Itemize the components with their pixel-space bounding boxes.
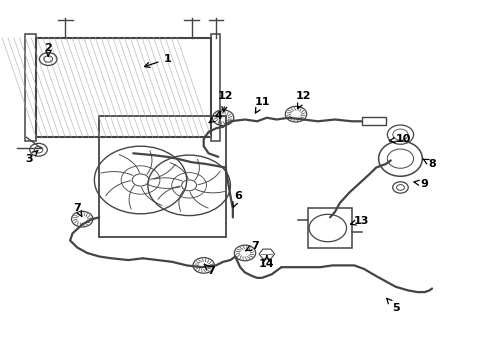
Text: 7: 7 xyxy=(204,264,215,276)
Text: 2: 2 xyxy=(45,43,52,57)
Text: 3: 3 xyxy=(25,150,38,164)
Text: 10: 10 xyxy=(390,134,411,144)
Text: 7: 7 xyxy=(74,203,82,216)
Text: 12: 12 xyxy=(295,91,311,109)
Text: 6: 6 xyxy=(233,191,242,207)
Bar xyxy=(362,117,386,125)
Text: 8: 8 xyxy=(423,159,436,169)
Text: 12: 12 xyxy=(218,91,233,112)
Bar xyxy=(308,208,352,248)
Text: 9: 9 xyxy=(414,179,429,189)
Bar xyxy=(25,34,36,141)
Text: 5: 5 xyxy=(387,298,399,313)
Bar xyxy=(36,38,211,137)
Bar xyxy=(99,116,225,237)
Text: 14: 14 xyxy=(259,256,275,269)
Bar xyxy=(211,34,220,141)
Text: 7: 7 xyxy=(245,241,259,251)
Text: 4: 4 xyxy=(209,111,222,123)
Text: 11: 11 xyxy=(254,97,270,113)
Text: 13: 13 xyxy=(351,216,369,226)
Text: 1: 1 xyxy=(145,54,171,67)
